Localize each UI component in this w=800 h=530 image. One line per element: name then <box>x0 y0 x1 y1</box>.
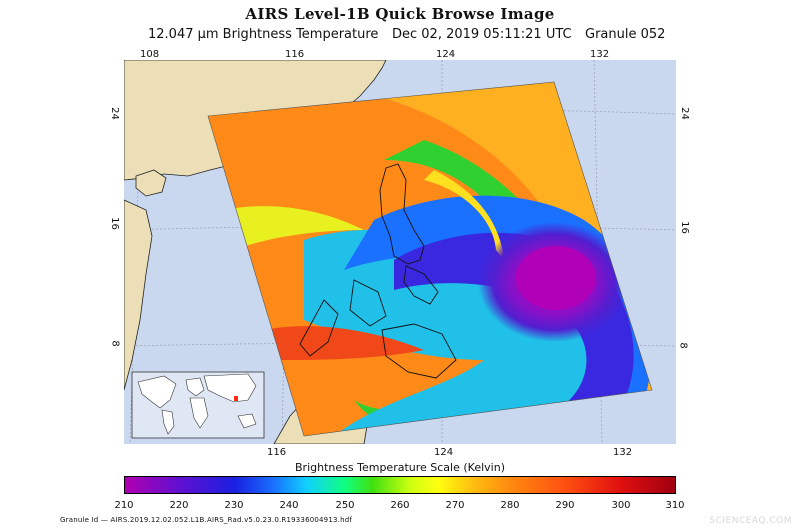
lat-label-left: 16 <box>108 217 120 230</box>
scale-tick-label: 210 <box>114 500 134 511</box>
image-title: AIRS Level-1B Quick Browse Image <box>245 5 555 23</box>
lat-label-left: 24 <box>108 107 120 120</box>
scale-tick-label: 260 <box>390 500 410 511</box>
lon-label-bottom: 132 <box>613 447 633 458</box>
satellite-map <box>124 60 676 444</box>
color-scale-bar <box>124 476 676 494</box>
vietnam-coast <box>124 199 153 391</box>
scale-tick-label: 220 <box>169 500 189 511</box>
lon-label-top: 132 <box>590 49 610 60</box>
scale-tick-label: 280 <box>500 500 520 511</box>
lon-label-bottom: 116 <box>267 447 287 458</box>
scale-tick-label: 250 <box>335 500 355 511</box>
lon-label-top: 108 <box>140 49 160 60</box>
lat-label-right: 24 <box>678 107 690 120</box>
lon-label-top: 124 <box>436 49 456 60</box>
swath-outline <box>207 81 653 437</box>
subtitle-measurement: 12.047 μm Brightness Temperature <box>148 27 379 42</box>
lat-label-left: 8 <box>109 340 121 347</box>
scale-tick-label: 240 <box>279 500 299 511</box>
subtitle-granule: Granule 052 <box>585 27 666 42</box>
lon-label-bottom: 124 <box>434 447 454 458</box>
world-inset-map <box>131 371 265 439</box>
scale-tick-label: 270 <box>445 500 465 511</box>
subtitle-datetime: Dec 02, 2019 05:11:21 UTC <box>392 27 572 42</box>
hainan-island <box>135 169 167 197</box>
scale-tick-label: 310 <box>665 500 685 511</box>
scale-title: Brightness Temperature Scale (Kelvin) <box>295 461 505 474</box>
scale-tick-label: 230 <box>224 500 244 511</box>
philippines-outline <box>299 163 457 379</box>
granule-id: Granule Id — AIRS.2019.12.02.052.L1B.AIR… <box>60 516 353 524</box>
inset-location-marker <box>234 396 238 401</box>
lat-label-right: 8 <box>677 342 689 349</box>
scale-tick-label: 290 <box>555 500 575 511</box>
lat-label-right: 16 <box>678 221 690 234</box>
scale-tick-label: 300 <box>611 500 631 511</box>
watermark: SCIENCEAQ.COM <box>709 516 792 526</box>
lon-label-top: 116 <box>285 49 305 60</box>
